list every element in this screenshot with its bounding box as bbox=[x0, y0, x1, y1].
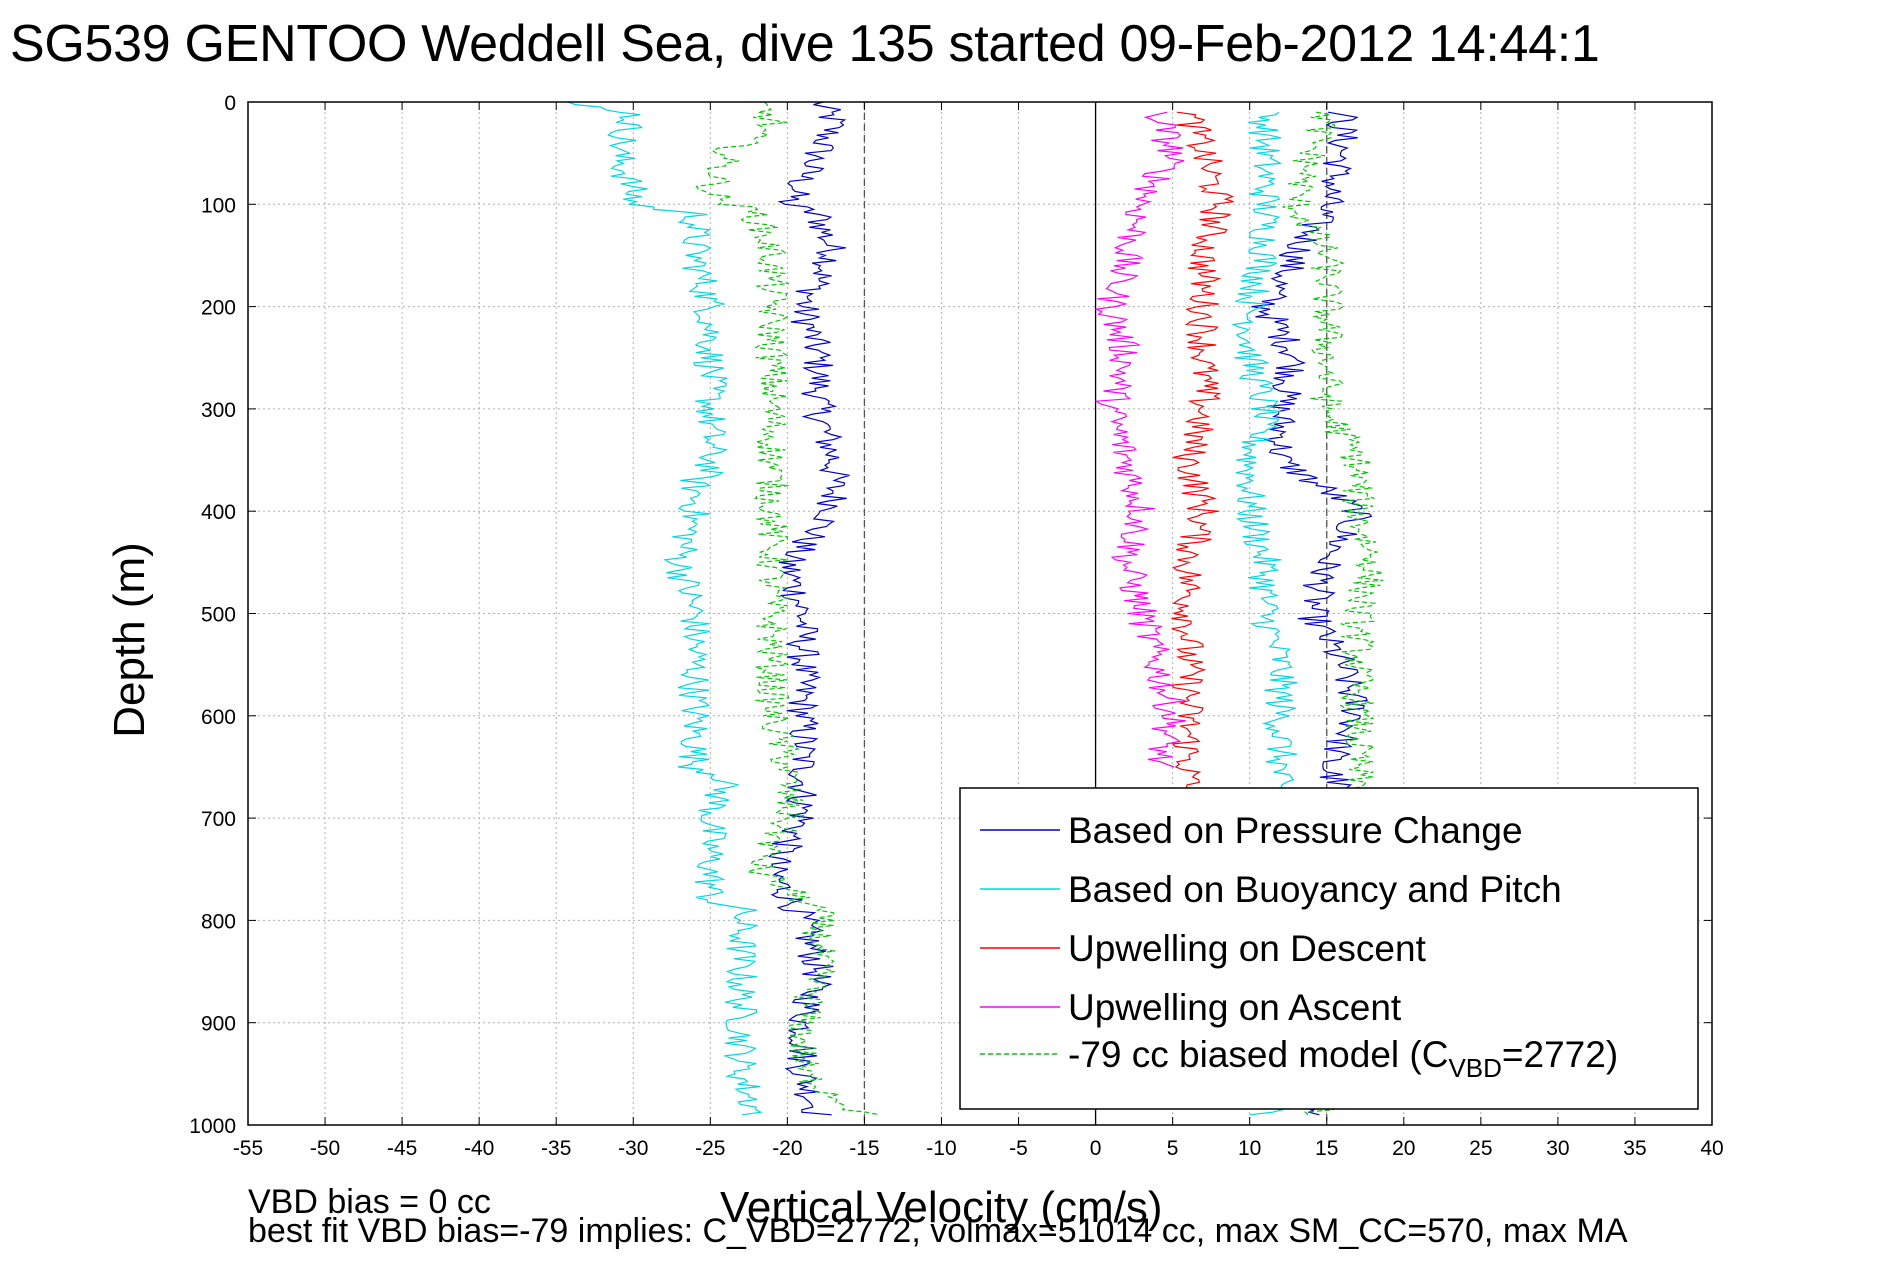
legend-label: Upwelling on Ascent bbox=[1068, 987, 1402, 1028]
x-tick-label: -25 bbox=[695, 1137, 725, 1160]
y-tick-label: 600 bbox=[201, 706, 236, 729]
y-axis-label: Depth (m) bbox=[105, 542, 154, 738]
x-tick-label: -55 bbox=[233, 1137, 263, 1160]
legend-label: Based on Pressure Change bbox=[1068, 810, 1523, 851]
x-tick-label: -10 bbox=[926, 1137, 956, 1160]
series-line-79-cc-biased-model-c-vbd-2772 bbox=[695, 101, 880, 1116]
series-line-upwelling-on-descent bbox=[1170, 111, 1234, 799]
x-tick-label: -40 bbox=[464, 1137, 494, 1160]
x-tick-label: 40 bbox=[1700, 1137, 1723, 1160]
legend-label: Upwelling on Descent bbox=[1068, 928, 1427, 969]
series-line-based-on-pressure-change bbox=[768, 101, 850, 1116]
x-tick-label: 10 bbox=[1238, 1137, 1261, 1160]
y-ticks: 0 100 200 300 400 500 600 700 800 900 1000 bbox=[189, 92, 1712, 1138]
legend: Based on Pressure Change Based on Buoyanc… bbox=[959, 787, 1699, 1110]
x-tick-label: -5 bbox=[1009, 1137, 1028, 1160]
legend-label: -79 cc biased model (CVBD=2772) bbox=[1068, 1034, 1618, 1083]
y-tick-label: 900 bbox=[201, 1013, 236, 1036]
x-tick-label: 0 bbox=[1090, 1137, 1102, 1160]
y-tick-label: 1000 bbox=[189, 1115, 236, 1138]
x-tick-label: -30 bbox=[618, 1137, 648, 1160]
x-axis-label: Vertical Velocity (cm/s) bbox=[720, 1183, 1163, 1232]
y-tick-label: 500 bbox=[201, 604, 236, 627]
x-tick-label: 35 bbox=[1623, 1137, 1646, 1160]
x-tick-label: 25 bbox=[1469, 1137, 1492, 1160]
x-tick-label: 20 bbox=[1392, 1137, 1415, 1160]
series-line-based-on-buoyancy-and-pitch bbox=[567, 101, 763, 1116]
x-tick-label: -20 bbox=[772, 1137, 802, 1160]
x-tick-label: 15 bbox=[1315, 1137, 1338, 1160]
y-tick-label: 200 bbox=[201, 297, 236, 320]
x-tick-label: -35 bbox=[541, 1137, 571, 1160]
y-tick-label: 0 bbox=[224, 92, 236, 115]
y-tick-label: 800 bbox=[201, 910, 236, 933]
x-tick-label: -50 bbox=[310, 1137, 340, 1160]
x-tick-label: -15 bbox=[849, 1137, 879, 1160]
footer-best-fit: best fit VBD bias=-79 implies: C_VBD=277… bbox=[248, 1212, 1628, 1250]
legend-box bbox=[959, 787, 1699, 1110]
x-tick-label: 30 bbox=[1546, 1137, 1569, 1160]
x-tick-label: -45 bbox=[387, 1137, 417, 1160]
y-tick-label: 300 bbox=[201, 399, 236, 422]
series-line-upwelling-on-ascent bbox=[1094, 111, 1186, 768]
footer-vbd-bias: VBD bias = 0 cc bbox=[248, 1183, 491, 1221]
y-tick-label: 700 bbox=[201, 808, 236, 831]
x-ticks: -55 -50 -45 -40 -35 -30 -25 -20 -15 -10 -5 0 5 10 15 20… bbox=[233, 102, 1724, 1160]
x-tick-label: 5 bbox=[1167, 1137, 1179, 1160]
legend-label: Based on Buoyancy and Pitch bbox=[1068, 869, 1562, 910]
chart-title: SG539 GENTOO Weddell Sea, dive 135 start… bbox=[10, 15, 1600, 73]
y-tick-label: 100 bbox=[201, 194, 236, 217]
y-tick-label: 400 bbox=[201, 501, 236, 524]
